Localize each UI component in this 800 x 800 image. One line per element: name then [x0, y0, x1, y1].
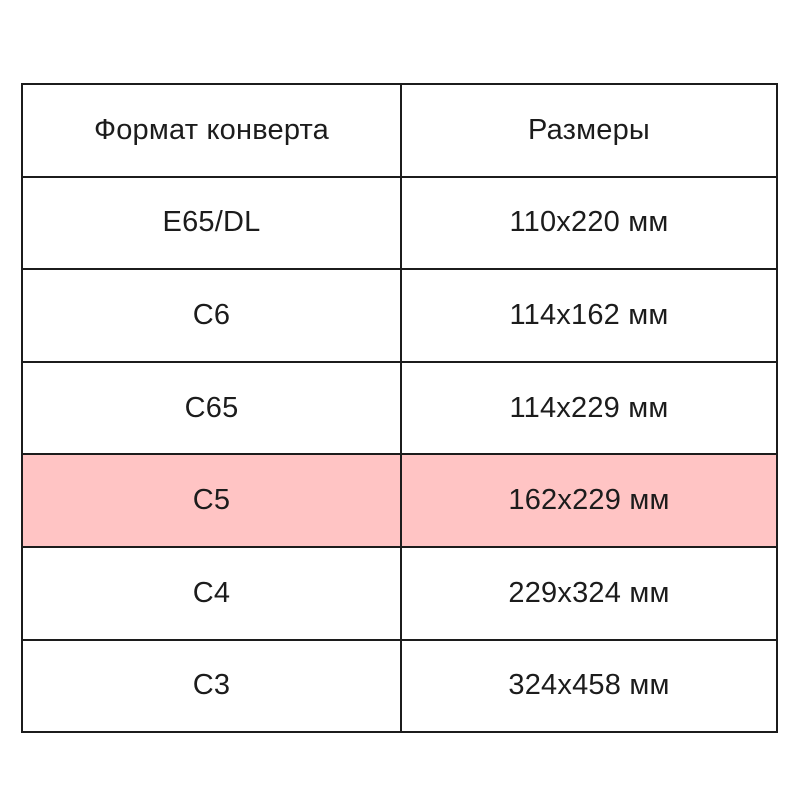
format-cell: C6	[21, 268, 402, 363]
size-cell: 114x229 мм	[400, 360, 778, 456]
format-cell: C4	[21, 545, 402, 641]
format-cell: C65	[21, 360, 402, 456]
table-row-c6: C6 114x162 мм	[21, 268, 778, 363]
format-cell: C3	[21, 638, 402, 734]
table-row-c3: C3 324x458 мм	[21, 638, 778, 734]
size-cell: 114x162 мм	[400, 268, 778, 363]
format-cell: E65/DL	[21, 175, 402, 271]
format-cell: C5	[21, 453, 402, 548]
envelope-size-table: Формат конверта Размеры E65/DL 110x220 м…	[21, 83, 778, 734]
table-row-c4: C4 229x324 мм	[21, 545, 778, 641]
table-row-c5: C5 162x229 мм	[21, 453, 778, 548]
size-cell: 229x324 мм	[400, 545, 778, 641]
table-row-c65: C65 114x229 мм	[21, 360, 778, 456]
size-cell: 110x220 мм	[400, 175, 778, 271]
header-row: Формат конверта Размеры	[21, 83, 778, 178]
column-header-size: Размеры	[400, 83, 778, 178]
size-cell: 324x458 мм	[400, 638, 778, 734]
column-header-format: Формат конверта	[21, 83, 402, 178]
size-cell: 162x229 мм	[400, 453, 778, 548]
table-row-e65dl: E65/DL 110x220 мм	[21, 175, 778, 271]
